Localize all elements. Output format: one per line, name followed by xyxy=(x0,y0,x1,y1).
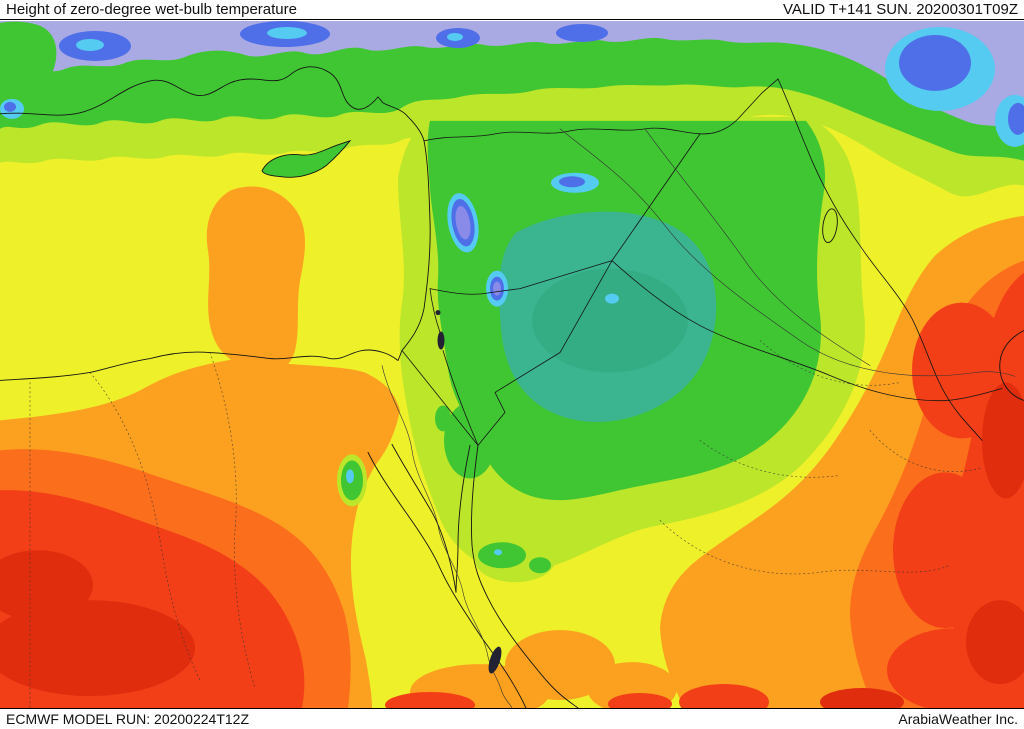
province-borders xyxy=(29,340,981,708)
contour-central-green xyxy=(337,116,865,583)
weather-map xyxy=(0,21,1024,708)
weather-map-svg xyxy=(0,21,1024,708)
lakes xyxy=(435,310,502,674)
country-borders xyxy=(401,78,1003,446)
valid-time-label: VALID T+141 SUN. 20200301T09Z xyxy=(782,1,1018,18)
header-bar: Height of zero-degree wet-bulb temperatu… xyxy=(0,0,1024,20)
contour-red-extremes xyxy=(0,272,1024,708)
contour-bands-north xyxy=(0,21,1024,197)
north-cold-pockets xyxy=(59,21,1024,147)
cyprus-island xyxy=(261,139,352,178)
footer-bar: ECMWF MODEL RUN: 20200224T12Z ArabiaWeat… xyxy=(0,708,1024,729)
model-run-label: ECMWF MODEL RUN: 20200224T12Z xyxy=(6,711,249,727)
rivers xyxy=(381,128,1016,708)
levant-mountain-spots xyxy=(447,172,599,307)
branding-label: ArabiaWeather Inc. xyxy=(898,711,1018,727)
page-title: Height of zero-degree wet-bulb temperatu… xyxy=(6,1,297,18)
